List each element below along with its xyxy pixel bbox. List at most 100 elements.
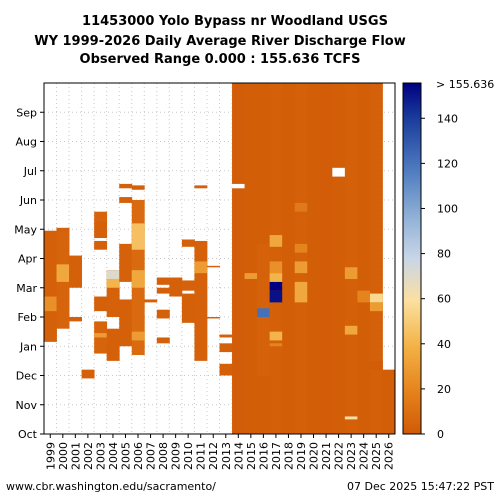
x-tick-label: 2000 xyxy=(57,442,70,470)
x-tick-label: 2024 xyxy=(358,442,371,470)
title-line-1: 11453000 Yolo Bypass nr Woodland USGS xyxy=(82,14,388,29)
data-cell xyxy=(144,299,158,303)
data-cell xyxy=(219,334,233,338)
data-cell xyxy=(44,296,57,312)
x-tick-label: 2009 xyxy=(170,442,183,470)
x-tick-label: 2017 xyxy=(270,442,283,470)
x-tick-label: 1999 xyxy=(44,442,57,470)
data-cell xyxy=(269,343,283,347)
data-cell xyxy=(382,369,396,434)
y-tick-label: Nov xyxy=(16,399,38,412)
y-tick-label: Aug xyxy=(16,136,37,149)
data-cell xyxy=(294,261,308,274)
y-tick-label: Jul xyxy=(23,165,37,178)
data-cell xyxy=(269,273,283,282)
data-cell xyxy=(319,83,333,434)
data-cell xyxy=(119,197,133,203)
data-cell xyxy=(357,83,371,434)
x-tick-label: 2006 xyxy=(132,442,145,470)
colorbar-tick-label: 40 xyxy=(437,338,451,351)
x-tick-label: 2010 xyxy=(182,442,195,470)
data-cell xyxy=(269,235,283,247)
data-cell xyxy=(131,331,145,341)
data-cell xyxy=(357,290,371,303)
data-cell xyxy=(332,83,346,434)
footer-url: www.cbr.washington.edu/sacramento/ xyxy=(6,480,216,493)
data-cell xyxy=(307,83,321,434)
data-cell xyxy=(69,255,83,288)
colorbar-tick-label: 20 xyxy=(437,383,451,396)
y-tick-label: Oct xyxy=(18,428,38,441)
colorbar-tick-label: 100 xyxy=(437,202,458,215)
colorbar-tick-label: 80 xyxy=(437,248,451,261)
x-tick-label: 2008 xyxy=(157,442,170,470)
y-tick-label: Mar xyxy=(16,282,37,295)
y-tick-label: Apr xyxy=(18,253,38,266)
x-tick-label: 2019 xyxy=(295,442,308,470)
data-cell xyxy=(94,296,108,312)
x-tick-label: 2021 xyxy=(320,442,333,470)
title-line-3: Observed Range 0.000 : 155.636 TCFS xyxy=(80,52,361,67)
colorbar-tick-label: 120 xyxy=(437,157,458,170)
data-cell xyxy=(69,317,83,322)
data-cell xyxy=(156,309,170,319)
data-cell xyxy=(44,230,57,342)
x-tick-label: 2005 xyxy=(119,442,132,470)
colorbar-tick-label: 140 xyxy=(437,112,458,125)
data-cell xyxy=(206,265,220,268)
data-cell xyxy=(94,240,108,250)
x-tick-label: 2016 xyxy=(257,442,270,470)
data-cell xyxy=(106,328,120,361)
data-cell xyxy=(119,243,133,282)
data-cell xyxy=(294,281,308,303)
data-cell xyxy=(232,83,245,434)
data-cell xyxy=(131,185,145,190)
data-cell xyxy=(369,293,383,303)
data-cell xyxy=(181,239,195,247)
data-cell xyxy=(344,416,358,420)
colorbar-ticks: 0 20 40 60 80 100 120 140 xyxy=(421,112,458,441)
colorbar-max-label: > 155.636 xyxy=(436,78,494,91)
missing-data-cell xyxy=(332,167,345,177)
x-tick-label: 2026 xyxy=(383,442,396,470)
y-tick-label: Feb xyxy=(18,311,37,324)
data-cell xyxy=(206,317,220,319)
data-cell xyxy=(369,302,383,312)
chart-title: 11453000 Yolo Bypass nr Woodland USGS WY… xyxy=(34,14,406,67)
colorbar xyxy=(402,82,422,435)
x-tick-label: 2014 xyxy=(232,442,245,470)
x-tick-label: 2020 xyxy=(308,442,321,470)
data-cell xyxy=(269,261,283,274)
data-cell xyxy=(294,83,308,434)
data-cell xyxy=(369,360,383,370)
data-cell xyxy=(294,202,308,212)
data-cell xyxy=(282,83,296,434)
footer-timestamp: 07 Dec 2025 15:47:22 PST xyxy=(347,480,494,493)
data-cell xyxy=(194,240,208,361)
data-cell xyxy=(344,325,358,335)
data-cell xyxy=(156,277,170,285)
data-cell xyxy=(344,83,358,434)
x-tick-label: 2011 xyxy=(195,442,208,470)
x-tick-label: 2004 xyxy=(107,442,120,470)
y-tick-label: Dec xyxy=(16,370,37,383)
data-cell xyxy=(244,273,258,279)
data-cell xyxy=(219,363,233,376)
data-cell xyxy=(119,183,133,189)
data-cell xyxy=(94,220,108,239)
data-cell xyxy=(219,343,233,353)
data-cell xyxy=(56,227,70,233)
data-cell xyxy=(269,281,283,291)
x-tick-label: 2012 xyxy=(207,442,220,470)
x-tick-label: 2003 xyxy=(94,442,107,470)
x-tick-label: 2007 xyxy=(145,442,158,470)
x-tick-label: 2022 xyxy=(333,442,346,470)
y-axis: Oct Nov Dec Jan Feb Mar Apr May Jun Jul Aug Sep xyxy=(14,106,44,441)
data-cell xyxy=(81,369,95,379)
x-axis: 1999 2000 2001 2002 2003 2004 2005 2006 2007 2008… xyxy=(44,434,396,470)
data-cell xyxy=(169,277,183,297)
y-tick-label: Sep xyxy=(16,106,37,119)
data-cell xyxy=(269,331,283,341)
data-cell xyxy=(156,337,170,344)
data-cells xyxy=(44,83,396,434)
